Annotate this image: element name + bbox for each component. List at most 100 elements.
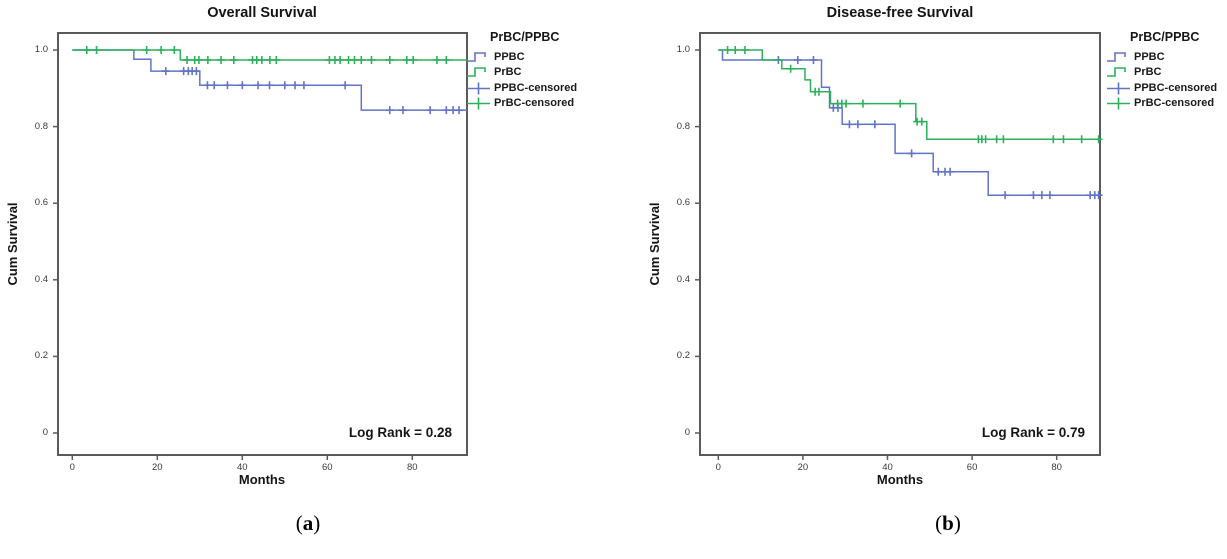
legend-entry-prbc: PrBC (1106, 65, 1217, 81)
censor-mark-ppbc (398, 106, 407, 115)
x-axis-label: Months (876, 472, 924, 487)
censor-mark-ppbc (853, 120, 862, 129)
log-rank-annotation: Log Rank = 0.79 (981, 425, 1085, 440)
caption-letter: a (302, 511, 314, 535)
censor-mark-prbc (257, 55, 266, 64)
censor-mark-ppbc (455, 106, 464, 115)
x-tick-label: 20 (152, 462, 163, 473)
caption-paren-close: ) (313, 511, 321, 535)
censor-mark-ppbc (254, 81, 263, 90)
censor-mark-ppbc (793, 55, 802, 64)
censor-mark-ppbc (341, 81, 350, 90)
panel-caption: (a) (248, 511, 368, 536)
legend-icon-shape (1107, 67, 1126, 78)
censor-mark-ppbc (870, 120, 879, 129)
x-axis-label: Months (238, 472, 286, 487)
caption-letter: b (942, 511, 954, 535)
legend-step-icon (467, 51, 486, 62)
censor-mark-ppbc (845, 120, 854, 129)
y-axis-label: Cum Survival (647, 202, 662, 286)
censor-mark-prbc (992, 135, 1001, 144)
legend-entry-label: PrBC (1134, 66, 1162, 79)
censor-mark-ppbc (934, 167, 943, 176)
legend-entry-label: PPBC (1134, 50, 1165, 63)
x-tick-label: 80 (407, 462, 418, 473)
censor-mark-prbc (229, 55, 238, 64)
censor-mark-ppbc (280, 81, 289, 90)
censor-mark-prbc (170, 46, 179, 54)
y-tick-label: 1.0 (34, 44, 48, 55)
censor-mark-prbc (157, 46, 166, 54)
legend-entry-ppbc-censored: PPBC-censored (466, 80, 577, 96)
censor-mark-prbc (357, 55, 366, 64)
survival-curve-ppbc (72, 49, 468, 111)
censor-mark-prbc (731, 46, 740, 54)
y-tick-label: 0.2 (676, 350, 690, 362)
censor-mark-ppbc (238, 81, 247, 90)
x-tick-label: 40 (237, 462, 248, 473)
censor-mark-prbc (203, 55, 212, 64)
legend-entry-label: PrBC (494, 66, 522, 79)
legend-censor-icon (1107, 97, 1130, 110)
legend-entries: PPBC PrBC PPBC-censored PrBC-censored (1106, 49, 1217, 111)
chart-title: Overall Survival (207, 5, 317, 21)
censor-mark-prbc (1077, 135, 1086, 144)
y-tick-label: 0 (42, 427, 48, 438)
censor-mark-prbc (142, 46, 151, 54)
censor-mark-prbc (842, 99, 851, 108)
legend: PrBC/PPBC PPBC PrBC PPBC-censored PrBC-cens… (1106, 30, 1217, 111)
censor-mark-ppbc (1037, 191, 1046, 200)
censor-mark-ppbc (210, 81, 219, 90)
x-tick-label: 60 (322, 462, 333, 473)
censor-mark-ppbc (265, 81, 274, 90)
legend-icon-shape (467, 67, 486, 78)
censor-mark-prbc (92, 46, 101, 54)
legend-entry-label: PPBC-censored (1134, 81, 1218, 94)
censor-mark-ppbc (1029, 191, 1038, 200)
panel-caption: (b) (888, 511, 1008, 536)
censor-mark-ppbc (299, 81, 308, 90)
y-tick-label: 1.0 (676, 44, 690, 55)
y-tick-label: 0.8 (676, 120, 690, 132)
y-tick-label: 0.6 (676, 197, 690, 209)
censor-mark-ppbc (161, 67, 170, 76)
censor-mark-prbc (367, 55, 376, 64)
legend-entries: PPBC PrBC PPBC-censored PrBC-censored (466, 49, 577, 111)
censor-mark-ppbc (809, 55, 818, 64)
y-axis-label: Cum Survival (5, 202, 20, 286)
legend-entry-label: PrBC-censored (1134, 97, 1215, 110)
legend-entry-prbc-censored: PrBC-censored (466, 96, 577, 112)
legend-entry-ppbc: PPBC (1106, 49, 1217, 65)
legend-step-icon (1107, 67, 1126, 78)
legend-entry-label: PPBC (494, 50, 525, 63)
y-tick-label: 0.8 (34, 120, 48, 132)
censor-mark-ppbc (385, 106, 394, 115)
censor-mark-prbc (723, 46, 732, 54)
censor-mark-ppbc (442, 106, 451, 115)
censor-mark-prbc (336, 55, 345, 64)
legend-icon-shape (1107, 82, 1130, 95)
caption-paren-close: ) (953, 511, 961, 535)
censor-mark-ppbc (907, 149, 916, 158)
x-tick-label: 60 (966, 462, 978, 473)
censor-mark-prbc (1059, 135, 1068, 144)
legend-title: PrBC/PPBC (1130, 30, 1200, 44)
y-tick-label: 0.6 (34, 197, 48, 209)
censor-mark-ppbc (946, 167, 955, 176)
censor-mark-prbc (814, 87, 823, 96)
plot-frame (57, 32, 468, 456)
x-tick-label: 40 (882, 462, 893, 473)
censor-mark-ppbc (1001, 191, 1010, 200)
legend-entry-prbc: PrBC (466, 65, 577, 81)
legend-step-icon (1107, 51, 1126, 62)
survival-curve-ppbc (718, 49, 1099, 196)
censor-mark-prbc (740, 46, 749, 54)
legend-entry-ppbc-censored: PPBC-censored (1106, 80, 1217, 96)
legend-icon-shape (467, 97, 490, 110)
x-tick-label: 0 (715, 462, 721, 473)
survival-chart-panel-a: Overall Survival Cum Survival Months Log… (0, 0, 613, 559)
legend-censor-icon (467, 82, 490, 95)
censor-mark-prbc (82, 46, 91, 54)
x-tick-label: 20 (797, 462, 809, 473)
